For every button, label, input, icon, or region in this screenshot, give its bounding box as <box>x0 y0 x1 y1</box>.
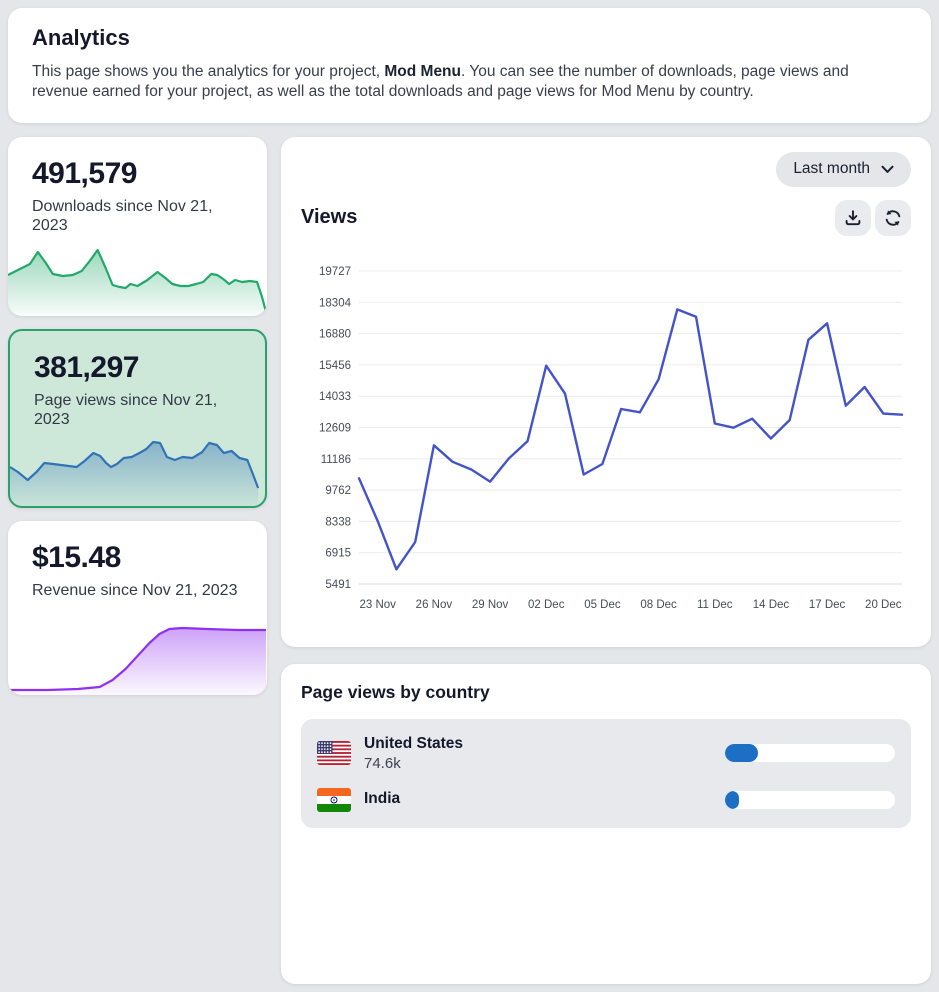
country-progress-bar <box>725 744 895 763</box>
svg-text:23 Nov: 23 Nov <box>360 599 397 611</box>
page-views-sparkline <box>10 440 260 506</box>
range-selector-button[interactable]: Last month <box>776 151 911 187</box>
svg-text:9762: 9762 <box>325 485 351 497</box>
country-info: United States 74.6k <box>364 735 463 772</box>
svg-text:15456: 15456 <box>319 360 351 372</box>
countries-panel: Page views by country United States 74.6… <box>281 663 931 984</box>
svg-text:8338: 8338 <box>325 516 351 528</box>
svg-text:05 Dec: 05 Dec <box>584 599 621 611</box>
country-list: United States 74.6k India <box>301 718 911 828</box>
views-chart[interactable]: 5491 6915 8338 9762 11186 12609 14033 15456 1688… <box>301 240 911 620</box>
views-title: Views <box>301 206 358 229</box>
revenue-value: $15.48 <box>32 540 121 574</box>
downloads-label: Downloads since Nov 21, 2023 <box>32 197 213 235</box>
page-views-label: Page views since Nov 21, 2023 <box>34 391 218 429</box>
revenue-label: Revenue since Nov 21, 2023 <box>32 581 238 599</box>
svg-text:16880: 16880 <box>319 329 351 341</box>
country-flag-icon <box>317 741 351 766</box>
svg-text:11 Dec: 11 Dec <box>697 599 733 611</box>
refresh-icon <box>885 210 901 226</box>
downloads-stat-card[interactable]: 491,579 Downloads since Nov 21, 2023 <box>8 136 267 316</box>
content-columns: 491,579 Downloads since Nov 21, 2023 381… <box>8 136 931 984</box>
range-row: Last month <box>301 151 911 187</box>
page-views-stat-card[interactable]: 381,297 Page views since Nov 21, 2023 <box>8 328 267 508</box>
page-views-value: 381,297 <box>34 350 139 384</box>
views-header-row: Views <box>301 199 911 236</box>
svg-text:14033: 14033 <box>319 391 351 403</box>
svg-text:29 Nov: 29 Nov <box>472 599 509 611</box>
stat-cards-column: 491,579 Downloads since Nov 21, 2023 381… <box>8 136 267 695</box>
country-row: India <box>315 780 897 820</box>
svg-text:19727: 19727 <box>319 266 351 278</box>
page-description: This page shows you the analytics for yo… <box>32 62 907 103</box>
project-name: Mod Menu <box>384 63 461 80</box>
svg-text:17 Dec: 17 Dec <box>809 599 846 611</box>
main-column: Last month Views <box>281 136 931 984</box>
page-title: Analytics <box>32 25 130 50</box>
header-card: Analytics This page shows you the analyt… <box>8 8 931 123</box>
chart-actions <box>835 199 911 236</box>
country-progress-fill <box>725 744 759 763</box>
download-icon <box>845 210 861 226</box>
revenue-stat-card[interactable]: $15.48 Revenue since Nov 21, 2023 <box>8 520 267 695</box>
revenue-sparkline <box>8 626 267 695</box>
svg-text:11186: 11186 <box>321 454 351 466</box>
svg-text:5491: 5491 <box>325 579 351 591</box>
country-name: United States <box>364 734 464 752</box>
svg-text:20 Dec: 20 Dec <box>865 599 902 611</box>
country-name: India <box>364 789 401 807</box>
svg-text:26 Nov: 26 Nov <box>416 599 453 611</box>
svg-text:08 Dec: 08 Dec <box>640 599 677 611</box>
country-info: India <box>364 790 400 810</box>
countries-title: Page views by country <box>301 681 490 702</box>
refresh-chart-button[interactable] <box>875 199 911 236</box>
country-progress-fill <box>725 790 739 809</box>
country-flag-icon <box>317 787 351 812</box>
svg-text:02 Dec: 02 Dec <box>528 599 565 611</box>
svg-text:12609: 12609 <box>319 422 351 434</box>
country-progress-bar <box>725 790 895 809</box>
svg-text:18304: 18304 <box>319 297 352 309</box>
chevron-down-icon <box>881 165 894 173</box>
svg-text:6915: 6915 <box>325 548 351 560</box>
views-panel: Last month Views <box>281 136 931 647</box>
country-views: 74.6k <box>364 754 401 772</box>
download-chart-button[interactable] <box>835 199 871 236</box>
description-text-after: . You can see the number of downloads, p… <box>32 63 849 101</box>
downloads-sparkline <box>8 248 267 316</box>
svg-text:14 Dec: 14 Dec <box>753 599 790 611</box>
range-selector-label: Last month <box>793 160 870 178</box>
description-text: This page shows you the analytics for yo… <box>32 63 385 80</box>
downloads-value: 491,579 <box>32 156 137 190</box>
country-row: United States 74.6k <box>315 727 897 780</box>
